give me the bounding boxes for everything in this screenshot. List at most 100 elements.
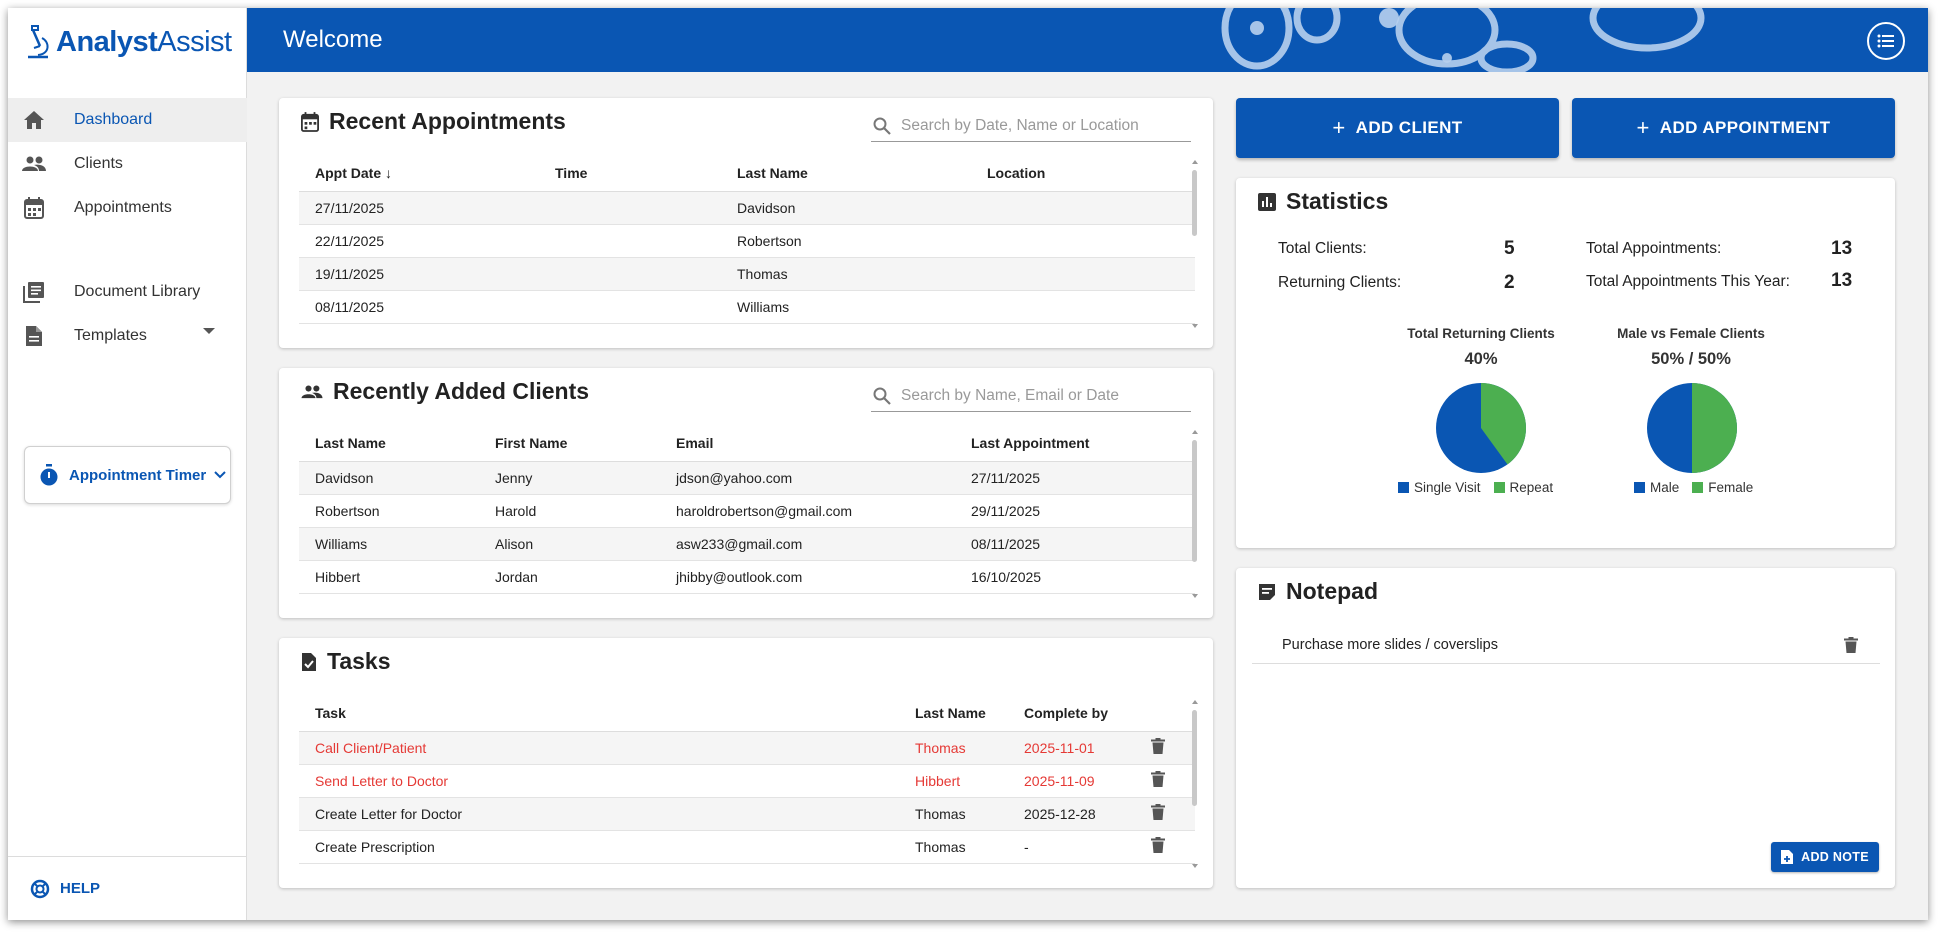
column-header-time[interactable]: Time [539,156,721,192]
search-icon [873,117,891,135]
sidebar-item-templates[interactable]: Templates [8,314,247,358]
scroll-up-arrow[interactable] [1192,700,1198,704]
column-header-last-appointment[interactable]: Last Appointment [955,426,1195,462]
legend-swatch-green [1692,482,1704,493]
notepad-title: Notepad [1286,578,1378,604]
table-cell: 2025-12-28 [1008,797,1135,831]
returning-clients-value: 2 [1504,272,1515,293]
table-row[interactable]: Create Prescription Thomas - [299,830,1195,864]
sidebar-item-clients[interactable]: Clients [8,142,247,186]
table-row[interactable]: 27/11/2025 Davidson [299,191,1195,225]
sidebar-item-label: Clients [74,155,123,172]
table-cell: Harold [479,494,660,528]
legend-repeat: Repeat [1509,480,1554,495]
trash-icon[interactable] [1151,804,1165,820]
column-header-task[interactable]: Task [299,696,899,732]
column-header-last-name[interactable]: Last Name [899,696,1008,732]
pie1-percentage: 40% [1464,350,1498,368]
legend-single-visit: Single Visit [1414,480,1481,495]
scroll-down-arrow[interactable] [1192,324,1198,328]
list-icon [1877,34,1894,48]
bar-chart-icon [1258,192,1276,211]
table-cell [971,191,1195,225]
note-text: Purchase more slides / coverslips [1282,636,1498,653]
legend-swatch-blue [1634,482,1645,493]
pie1-legend: Single Visit Repeat [1398,480,1553,495]
trash-icon[interactable] [1151,771,1165,787]
table-cell [539,224,721,258]
table-cell: Williams [721,290,971,324]
clients-scrollbar[interactable] [1191,430,1199,598]
table-cell: Thomas [899,731,1008,765]
column-header-last-name[interactable]: Last Name [721,156,971,192]
add-appointment-button[interactable]: + ADD APPOINTMENT [1572,98,1895,158]
table-row[interactable]: Davidson Jenny jdson@yahoo.com 27/11/2025 [299,461,1195,495]
statistics-card: Statistics Total Clients: 5 Returning Cl… [1236,178,1895,548]
pie-slice-female [1692,383,1737,473]
legend-swatch-green [1493,482,1505,493]
table-row[interactable]: Robertson Harold haroldrobertson@gmail.com… [299,494,1195,528]
table-cell: Create Letter for Doctor [299,797,899,831]
note-item[interactable]: Purchase more slides / coverslips [1252,626,1880,664]
scroll-thumb[interactable] [1192,170,1197,236]
table-cell: Hibbert [299,560,479,594]
appointment-timer-label: Appointment Timer [69,466,207,484]
table-row[interactable]: Create Letter for Doctor Thomas 2025-12-28 [299,797,1195,831]
add-client-button[interactable]: + ADD CLIENT [1236,98,1559,158]
column-header-first-name[interactable]: First Name [479,426,660,462]
table-cell: Thomas [721,257,971,291]
trash-icon[interactable] [1844,637,1858,653]
arrow-down-icon: ↓ [385,165,393,182]
trash-icon[interactable] [1151,738,1165,754]
add-client-label: ADD CLIENT [1355,118,1463,137]
scroll-thumb[interactable] [1192,710,1197,806]
column-header-complete-by[interactable]: Complete by [1008,696,1135,732]
trash-icon[interactable] [1151,837,1165,853]
table-cell: 29/11/2025 [955,494,1195,528]
column-header-email[interactable]: Email [660,426,955,462]
add-note-label: ADD NOTE [1801,850,1869,864]
scroll-down-arrow[interactable] [1192,594,1198,598]
add-note-button[interactable]: ADD NOTE [1771,842,1879,872]
scroll-up-arrow[interactable] [1192,160,1198,164]
note-add-icon [1781,850,1794,864]
table-row[interactable]: 08/11/2025 Williams [299,290,1195,324]
table-cell: 22/11/2025 [299,224,539,258]
search-icon [873,387,891,405]
column-header-last-name[interactable]: Last Name [299,426,479,462]
legend-swatch-blue [1398,482,1409,493]
column-header-location[interactable]: Location [971,156,1195,192]
clients-search [871,380,1191,412]
clients-search-input[interactable] [901,386,1181,405]
table-cell: 27/11/2025 [955,461,1195,495]
sidebar-item-document-library[interactable]: Document Library [8,270,247,314]
table-row[interactable]: Call Client/Patient Thomas 2025-11-01 [299,731,1195,765]
table-cell [539,257,721,291]
appointments-scrollbar[interactable] [1191,160,1199,328]
table-row[interactable]: 19/11/2025 Thomas [299,257,1195,291]
table-row[interactable]: 22/11/2025 Robertson [299,224,1195,258]
column-header-actions [1135,696,1195,732]
appointments-search-input[interactable] [901,116,1181,135]
home-icon [22,108,46,132]
total-clients-value: 5 [1504,238,1515,259]
table-row[interactable]: Williams Alison asw233@gmail.com 08/11/2025 [299,527,1195,561]
help-label: HELP [60,880,101,897]
table-row[interactable]: Send Letter to Doctor Hibbert 2025-11-09 [299,764,1195,798]
appointments-this-year-value: 13 [1831,270,1853,291]
scroll-up-arrow[interactable] [1192,430,1198,434]
tasks-scrollbar[interactable] [1191,700,1199,868]
menu-list-button[interactable] [1867,22,1905,60]
table-row[interactable]: Hibbert Jordan jhibby@outlook.com 16/10/202… [299,560,1195,594]
sidebar-item-dashboard[interactable]: Dashboard [8,98,247,142]
help-button[interactable]: HELP [8,856,247,920]
gender-pie [1647,383,1737,473]
scroll-thumb[interactable] [1192,440,1197,562]
sidebar-item-appointments[interactable]: Appointments [8,186,247,230]
column-header-appt-date[interactable]: Appt Date ↓ [299,156,539,192]
scroll-down-arrow[interactable] [1192,864,1198,868]
document-icon [22,324,46,348]
table-cell: Thomas [899,830,1008,864]
table-cell: 2025-11-09 [1008,764,1135,798]
appointment-timer-button[interactable]: Appointment Timer [24,446,231,504]
